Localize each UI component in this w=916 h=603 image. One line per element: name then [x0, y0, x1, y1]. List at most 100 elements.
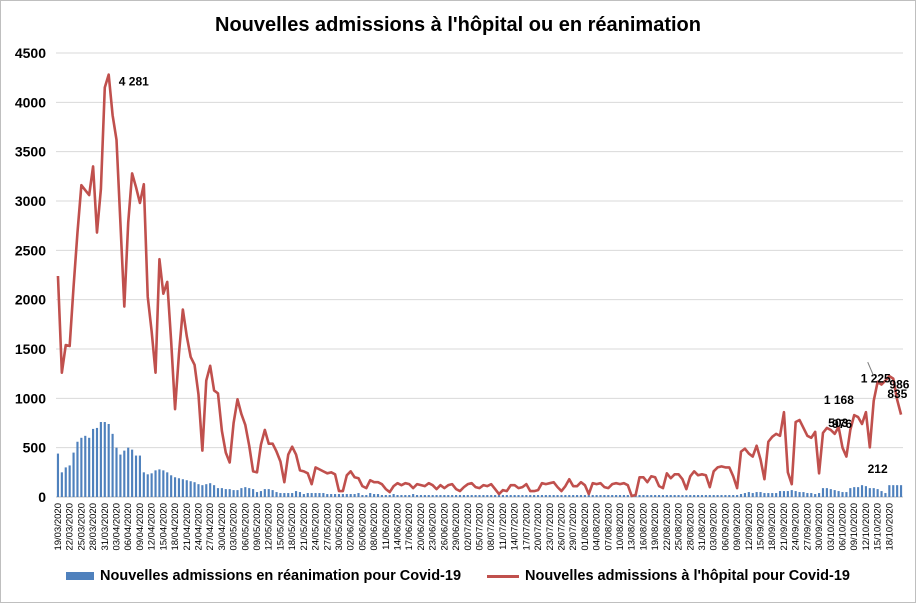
bar — [587, 495, 590, 497]
x-tick-label: 30/05/2020 — [334, 503, 345, 551]
data-label: 1 168 — [824, 393, 854, 407]
bar — [431, 495, 434, 497]
bar — [68, 465, 71, 497]
legend-swatch-line — [487, 574, 520, 578]
bar — [177, 478, 181, 497]
x-tick-label: 22/08/2020 — [662, 503, 673, 551]
bar — [318, 493, 321, 497]
chart-legend: Nouvelles admissions en réanimation pour… — [0, 568, 916, 584]
bar — [170, 475, 173, 497]
y-tick-label: 4000 — [15, 94, 46, 110]
bar — [294, 491, 298, 497]
bar — [95, 427, 99, 497]
x-tick-label: 08/07/2020 — [486, 503, 497, 551]
x-tick-label: 12/10/2020 — [861, 503, 872, 551]
x-tick-label: 18/10/2020 — [884, 503, 895, 551]
bar — [681, 495, 684, 497]
bar — [322, 493, 325, 497]
bar — [899, 485, 903, 497]
label-leader-line — [867, 361, 875, 377]
bar — [466, 495, 469, 497]
bar — [611, 495, 614, 497]
bar — [568, 495, 571, 497]
bar — [314, 493, 317, 497]
bar — [455, 495, 458, 497]
bar — [150, 473, 153, 497]
bar — [845, 492, 848, 497]
bar — [798, 492, 801, 497]
data-label: 986 — [889, 378, 909, 392]
x-tick-label: 20/06/2020 — [416, 503, 427, 551]
x-tick-label: 02/06/2020 — [346, 503, 357, 551]
bar — [505, 495, 508, 497]
bar — [376, 494, 380, 497]
bar — [732, 495, 735, 497]
bar — [423, 495, 426, 497]
bar — [482, 495, 485, 497]
x-tick-label: 03/04/2020 — [112, 503, 123, 551]
x-tick-label: 20/07/2020 — [533, 503, 544, 551]
x-tick-label: 03/10/2020 — [826, 503, 837, 551]
bar — [704, 495, 707, 497]
data-label: 212 — [868, 462, 888, 476]
bar — [415, 495, 419, 497]
x-tick-label: 09/09/2020 — [732, 503, 743, 551]
bar — [697, 495, 700, 497]
bar — [181, 479, 184, 497]
x-tick-label: 18/04/2020 — [170, 503, 181, 551]
bar — [747, 492, 750, 497]
data-label: 1 225 — [861, 372, 891, 386]
bar — [162, 470, 165, 497]
bar — [892, 485, 895, 497]
x-tick-label: 15/05/2020 — [275, 503, 286, 551]
x-tick-label: 06/05/2020 — [240, 503, 251, 551]
x-tick-label: 29/06/2020 — [451, 503, 462, 551]
bar — [72, 452, 75, 497]
bar — [451, 495, 454, 497]
x-tick-label: 03/09/2020 — [709, 503, 720, 551]
bar — [825, 488, 828, 497]
bar — [857, 487, 860, 497]
bar — [279, 493, 282, 497]
bar — [134, 455, 138, 497]
bar — [115, 447, 118, 497]
bar — [334, 494, 337, 497]
bar — [548, 495, 551, 497]
bar — [673, 495, 676, 497]
x-tick-label: 17/07/2020 — [521, 503, 532, 551]
bar — [595, 495, 598, 497]
bar — [56, 453, 60, 497]
bar — [185, 480, 188, 497]
bar — [326, 494, 329, 497]
bar — [193, 482, 196, 497]
x-tick-label: 06/09/2020 — [720, 503, 731, 551]
bar — [685, 495, 688, 497]
x-tick-label: 21/04/2020 — [182, 503, 193, 551]
x-tick-label: 11/07/2020 — [498, 503, 509, 550]
x-tick-label: 09/05/2020 — [252, 503, 263, 551]
bar — [497, 495, 501, 497]
x-tick-label: 17/06/2020 — [404, 503, 415, 551]
x-tick-label: 12/05/2020 — [264, 503, 275, 551]
x-tick-label: 25/08/2020 — [674, 503, 685, 551]
bar — [337, 494, 341, 497]
bar — [564, 495, 567, 497]
bar — [712, 495, 715, 497]
bar — [521, 495, 524, 497]
bar — [84, 435, 87, 497]
x-tick-label: 26/07/2020 — [556, 503, 567, 551]
bar — [189, 481, 192, 497]
legend-swatch-bar — [66, 572, 95, 580]
x-tick-label: 23/07/2020 — [545, 503, 556, 551]
bar — [209, 483, 212, 497]
x-tick-label: 23/06/2020 — [428, 503, 439, 551]
bar — [579, 495, 583, 497]
bar — [626, 495, 629, 497]
bar — [654, 495, 657, 497]
bar — [536, 495, 540, 497]
data-label: 4 281 — [119, 75, 149, 89]
bar — [583, 495, 586, 497]
bar — [255, 492, 259, 497]
bar — [173, 477, 177, 497]
